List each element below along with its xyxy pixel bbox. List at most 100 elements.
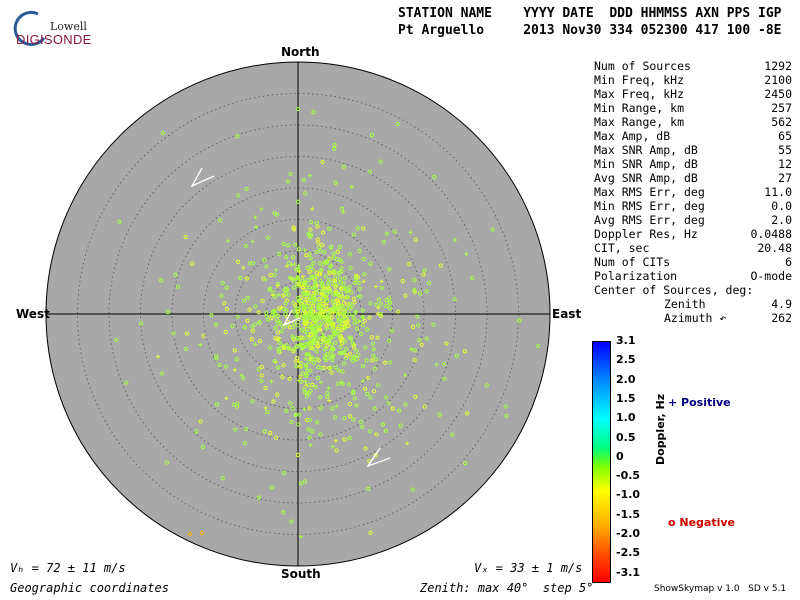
source-point: [249, 337, 254, 342]
source-point: [302, 320, 308, 325]
source-point: [317, 395, 323, 400]
source-point: [244, 427, 249, 432]
source-point: [504, 413, 509, 419]
source-point: [465, 411, 470, 416]
source-point: [303, 324, 308, 329]
source-point: [337, 350, 342, 356]
source-point: [357, 286, 362, 292]
source-point-positive: [356, 294, 361, 299]
source-point: [299, 335, 304, 340]
source-point-positive: [253, 342, 258, 347]
source-point: [214, 356, 219, 361]
source-point-positive: [409, 347, 414, 352]
source-point: [232, 348, 237, 353]
source-point: [252, 322, 258, 327]
stat-value: 2450: [764, 87, 792, 101]
source-point: [322, 356, 328, 361]
source-point: [268, 345, 273, 350]
stat-value: 2100: [764, 73, 792, 87]
source-point: [332, 269, 337, 274]
source-point: [276, 336, 281, 341]
source-point: [324, 296, 329, 301]
source-point: [233, 427, 238, 432]
source-point: [328, 264, 333, 269]
source-point: [442, 376, 447, 381]
source-point: [310, 313, 315, 318]
source-point-positive: [308, 443, 313, 448]
source-point: [355, 275, 361, 280]
source-point: [313, 280, 318, 285]
source-point: [419, 342, 424, 348]
source-point: [432, 174, 437, 180]
source-point: [235, 134, 240, 139]
source-point-positive: [297, 270, 302, 275]
source-point: [302, 479, 307, 484]
source-point-positive: [453, 238, 458, 243]
source-point: [219, 293, 224, 298]
source-point: [223, 329, 228, 335]
source-point: [340, 294, 345, 299]
source-point: [333, 307, 338, 312]
source-point: [374, 302, 379, 307]
source-point: [173, 272, 178, 277]
source-point: [301, 291, 306, 296]
source-point: [287, 275, 293, 280]
source-point: [422, 268, 427, 273]
source-point: [241, 298, 247, 303]
source-point: [296, 337, 301, 342]
source-point: [388, 360, 393, 365]
source-point: [346, 382, 352, 387]
digisonde-logo: Lowell DIGISONDE: [8, 8, 91, 48]
source-point: [357, 248, 362, 254]
source-point: [335, 326, 340, 331]
stat-value: 6: [785, 255, 792, 269]
source-point-positive: [250, 239, 255, 244]
source-point: [214, 402, 220, 407]
source-point-positive: [312, 298, 317, 303]
source-point: [325, 351, 330, 357]
source-point: [319, 291, 325, 296]
source-point: [304, 372, 309, 377]
source-point: [395, 121, 400, 127]
source-point-positive: [307, 334, 312, 339]
source-point: [351, 232, 356, 237]
source-point: [351, 389, 356, 394]
source-point: [259, 365, 264, 370]
source-point: [368, 395, 373, 400]
source-point: [308, 227, 313, 232]
source-point: [363, 345, 368, 350]
source-point: [338, 344, 343, 349]
source-point: [281, 510, 286, 515]
source-point: [292, 285, 297, 290]
source-point: [327, 313, 332, 318]
source-point: [304, 296, 309, 301]
source-point: [183, 234, 188, 240]
source-point: [333, 340, 338, 345]
source-point: [389, 328, 395, 334]
source-point: [381, 239, 386, 245]
source-point: [312, 274, 317, 279]
source-point: [379, 313, 384, 318]
source-point: [297, 412, 302, 417]
source-point: [337, 334, 342, 339]
stat-value: O-mode: [750, 269, 792, 283]
source-point: [256, 495, 262, 500]
source-point-positive: [408, 230, 413, 235]
source-point-positive: [309, 330, 314, 335]
source-point: [194, 429, 199, 434]
colorbar-tick: -1.0: [616, 488, 641, 502]
source-point: [294, 344, 299, 350]
source-point: [341, 350, 346, 355]
source-point: [390, 406, 395, 411]
source-point: [470, 275, 475, 281]
source-point: [269, 485, 275, 490]
source-point: [302, 386, 307, 392]
source-point: [322, 250, 327, 255]
stat-value: 12: [778, 157, 792, 171]
source-point-positive: [315, 283, 320, 288]
source-point: [294, 364, 299, 369]
stat-label: CIT, sec: [594, 241, 650, 255]
source-point-positive: [239, 373, 244, 378]
source-point: [306, 278, 311, 283]
source-point-positive: [434, 362, 439, 367]
